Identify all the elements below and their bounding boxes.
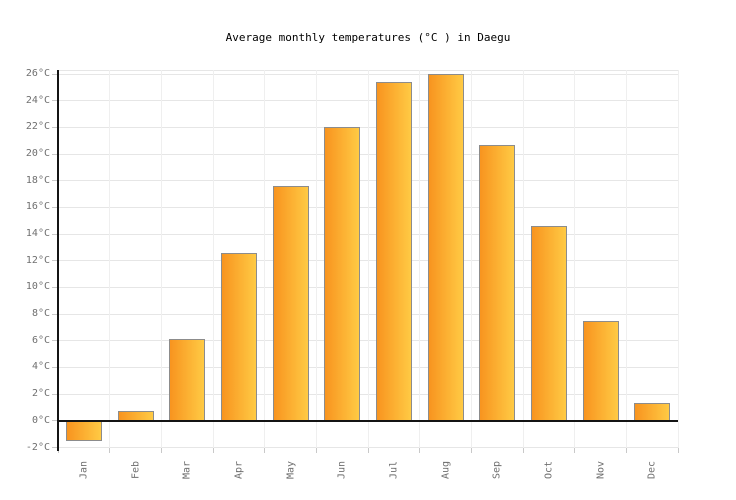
x-gridline — [625, 70, 627, 448]
bar-nov[interactable] — [582, 320, 619, 421]
x-axis-tick — [212, 447, 214, 453]
y-axis-label: 24°C — [25, 94, 50, 106]
x-axis-tick — [574, 447, 576, 453]
bar-aug[interactable] — [427, 74, 464, 421]
bar-sep[interactable] — [479, 144, 516, 421]
y-axis-label: 26°C — [25, 68, 50, 79]
bar-jan[interactable] — [65, 420, 102, 441]
y-axis-label: 8°C — [31, 308, 50, 320]
y-axis-label: 6°C — [31, 334, 50, 346]
bar-mar[interactable] — [169, 339, 206, 421]
y-axis-tick — [52, 153, 57, 155]
y-axis-label: -2°C — [25, 441, 50, 453]
x-axis-label-aug: Aug — [440, 460, 451, 480]
x-axis-tick — [264, 447, 266, 453]
x-axis-label-apr: Apr — [233, 460, 245, 480]
x-gridline — [470, 70, 472, 448]
bar-jul[interactable] — [375, 82, 412, 421]
x-axis-tick — [677, 447, 679, 453]
y-axis-tick — [52, 393, 57, 395]
y-axis-tick — [52, 100, 57, 102]
y-axis-tick — [52, 313, 57, 315]
x-axis-label-jun: Jun — [336, 460, 348, 480]
y-axis-label: 22°C — [25, 121, 50, 133]
y-axis-tick — [52, 233, 57, 235]
x-axis-line — [58, 419, 678, 422]
y-axis-tick — [52, 260, 57, 262]
y-axis-tick — [52, 286, 57, 288]
y-axis-label: 0°C — [31, 414, 50, 426]
chart-title: Average monthly temperatures (°C ) in Da… — [225, 31, 511, 44]
y-axis-label: 12°C — [25, 254, 50, 266]
x-gridline — [212, 70, 214, 448]
bar-may[interactable] — [272, 186, 309, 421]
x-axis-tick — [625, 447, 627, 453]
x-axis-tick — [522, 447, 524, 453]
x-axis-label-feb: Feb — [130, 460, 141, 480]
x-axis-label-oct: Oct — [543, 460, 555, 480]
y-axis-label: 10°C — [25, 281, 50, 293]
y-axis-tick — [52, 366, 57, 368]
bar-apr[interactable] — [220, 252, 257, 421]
y-axis-label: 20°C — [25, 148, 50, 160]
x-axis-label-nov: Nov — [595, 460, 606, 480]
y-axis-tick — [52, 340, 57, 342]
x-gridline — [574, 70, 576, 448]
x-axis-label-dec: Dec — [646, 460, 658, 480]
x-axis-label-mar: Mar — [181, 460, 193, 480]
x-gridline — [367, 70, 369, 448]
x-gridline — [522, 70, 524, 448]
y-axis-label: 16°C — [25, 201, 50, 213]
bar-dec[interactable] — [634, 403, 671, 421]
x-axis-label-sep: Sep — [491, 460, 503, 480]
x-gridline — [677, 70, 679, 448]
y-axis-label: 14°C — [25, 228, 50, 240]
x-axis-label-jan: Jan — [78, 460, 90, 480]
x-axis-tick — [315, 447, 317, 453]
y-axis-tick — [52, 206, 57, 208]
y-axis-line — [57, 70, 59, 451]
y-axis-label: 4°C — [31, 361, 50, 373]
y-axis-label: 2°C — [31, 388, 50, 400]
x-gridline — [419, 70, 421, 448]
y-axis-tick — [52, 180, 57, 182]
x-axis-label-may: May — [285, 460, 296, 480]
x-gridline — [109, 70, 111, 448]
y-axis-label: 18°C — [25, 174, 50, 186]
x-axis-tick — [470, 447, 472, 453]
y-axis-tick — [52, 126, 57, 128]
x-axis-tick — [419, 447, 421, 453]
x-gridline — [315, 70, 317, 448]
x-axis-tick — [160, 447, 162, 453]
y-axis-tick — [52, 447, 57, 448]
x-axis-tick — [109, 447, 111, 453]
x-gridline — [264, 70, 266, 448]
x-axis-label-jul: Jul — [388, 460, 400, 480]
x-axis-tick — [367, 447, 369, 453]
x-gridline — [160, 70, 162, 448]
y-axis-tick — [52, 420, 57, 422]
bar-oct[interactable] — [530, 226, 567, 421]
bar-jun[interactable] — [324, 127, 361, 421]
y-axis-tick — [52, 73, 57, 75]
